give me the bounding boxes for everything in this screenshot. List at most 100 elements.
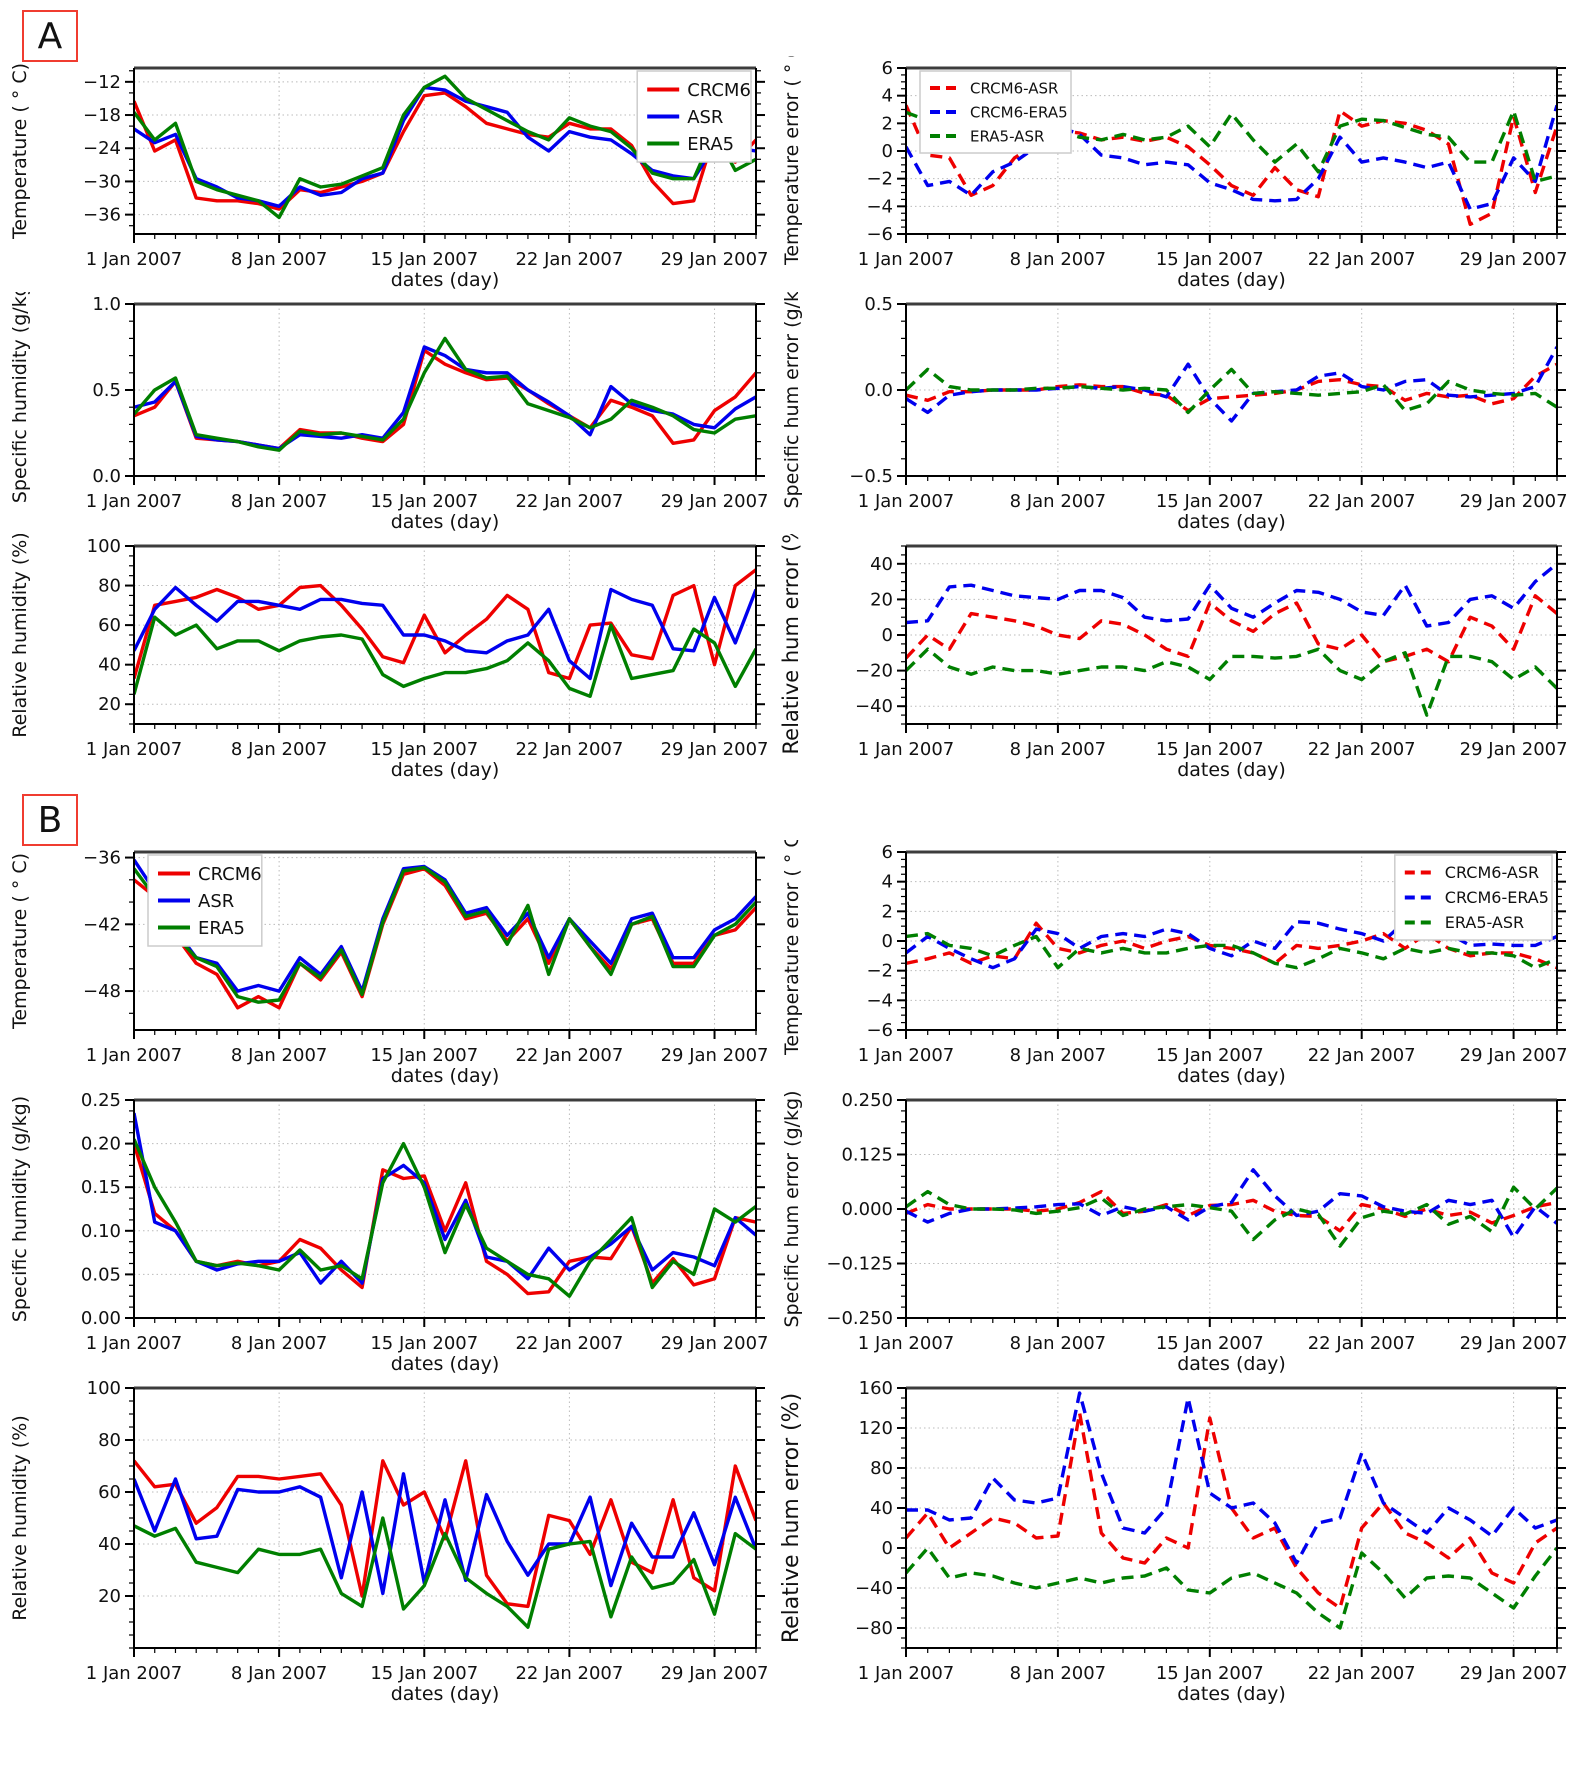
series-group xyxy=(134,568,756,699)
xtick-label: 8 Jan 2007 xyxy=(1010,1045,1106,1066)
figure: A 1 Jan 2007 8 Jan 2007 15 Jan 2007 22 Jan … xyxy=(0,10,1573,1706)
axes-spines xyxy=(133,1386,757,1649)
x-axis-label: dates (day) xyxy=(1177,1683,1286,1705)
y-axis-label: Specific hum error (g/kg) xyxy=(781,292,803,509)
x-axis-label: dates (day) xyxy=(1177,1065,1286,1087)
ytick-label: 4 xyxy=(882,872,893,893)
ytick-label: 0.000 xyxy=(841,1199,893,1220)
chart-b-relative-humidity: 1 Jan 2007 8 Jan 2007 15 Jan 2007 22 Jan 20… xyxy=(0,1376,772,1706)
x-axis-label: dates (day) xyxy=(1177,759,1286,781)
series-era5-asr xyxy=(906,931,1557,970)
series-asr xyxy=(134,585,756,681)
xtick-label: 8 Jan 2007 xyxy=(231,491,327,512)
ytick-label: −48 xyxy=(83,981,121,1002)
ytick-label: 100 xyxy=(87,1378,121,1399)
y-axis-label: Relative humidity (%) xyxy=(9,1415,31,1620)
axis-ticks: 1 Jan 2007 8 Jan 2007 15 Jan 2007 22 Jan 20… xyxy=(849,294,1567,512)
ytick-label: −0.125 xyxy=(826,1254,893,1275)
xtick-label: 8 Jan 2007 xyxy=(231,739,327,760)
ytick-label: −30 xyxy=(83,171,121,192)
legend-label: ERA5-ASR xyxy=(970,127,1044,145)
axis-ticks: 1 Jan 2007 8 Jan 2007 15 Jan 2007 22 Jan 20… xyxy=(826,1090,1567,1354)
xtick-label: 1 Jan 2007 xyxy=(86,491,182,512)
series-asr xyxy=(134,1472,756,1596)
legend-label: CRCM6 xyxy=(687,80,751,101)
xtick-label: 1 Jan 2007 xyxy=(858,1663,954,1684)
xtick-label: 22 Jan 2007 xyxy=(515,1045,623,1066)
ytick-label: −2 xyxy=(866,169,893,190)
xtick-label: 22 Jan 2007 xyxy=(1308,249,1416,270)
ytick-label: 80 xyxy=(870,1458,893,1479)
series-group xyxy=(134,858,756,1010)
xtick-label: 15 Jan 2007 xyxy=(370,739,478,760)
a-relative-humidity-plot: 1 Jan 2007 8 Jan 2007 15 Jan 2007 22 Jan 20… xyxy=(9,532,768,781)
legend-label: ASR xyxy=(687,107,723,128)
ytick-label: 0.25 xyxy=(81,1090,121,1111)
ytick-label: −4 xyxy=(866,990,893,1011)
a-temperature-error-plot: 1 Jan 2007 8 Jan 2007 15 Jan 2007 22 Jan 20… xyxy=(781,37,1568,291)
series-era5 xyxy=(134,615,756,699)
ytick-label: −18 xyxy=(83,105,121,126)
xtick-label: 29 Jan 2007 xyxy=(1460,1663,1568,1684)
series-crcm6-era5 xyxy=(906,1391,1557,1565)
xtick-label: 15 Jan 2007 xyxy=(370,1333,478,1354)
xtick-label: 8 Jan 2007 xyxy=(231,1663,327,1684)
y-axis-label: Specific humidity (g/kg) xyxy=(9,1096,31,1322)
xtick-label: 8 Jan 2007 xyxy=(231,249,327,270)
xtick-label: 22 Jan 2007 xyxy=(515,249,623,270)
ytick-label: 80 xyxy=(98,1430,121,1451)
series-group xyxy=(906,1168,1557,1248)
series-group xyxy=(134,74,756,220)
ytick-label: 0.0 xyxy=(92,466,121,487)
xtick-label: 1 Jan 2007 xyxy=(858,249,954,270)
panel-a-header: A xyxy=(22,10,1573,62)
xtick-label: 29 Jan 2007 xyxy=(661,1045,769,1066)
series-era5 xyxy=(134,1138,756,1298)
axis-ticks: 1 Jan 2007 8 Jan 2007 15 Jan 2007 22 Jan 20… xyxy=(81,1090,769,1354)
axis-ticks: 1 Jan 2007 8 Jan 2007 15 Jan 2007 22 Jan 20… xyxy=(83,848,768,1066)
ytick-label: 60 xyxy=(98,1482,121,1503)
ytick-label: 0.5 xyxy=(864,294,893,315)
xtick-label: 8 Jan 2007 xyxy=(231,1333,327,1354)
xtick-label: 1 Jan 2007 xyxy=(86,739,182,760)
x-axis-label: dates (day) xyxy=(1177,1353,1286,1375)
panel-b-header: B xyxy=(22,794,1573,846)
ytick-label: −80 xyxy=(855,1618,893,1639)
series-crcm6 xyxy=(134,1143,756,1296)
ytick-label: −36 xyxy=(83,205,121,226)
ytick-label: 0.15 xyxy=(81,1177,121,1198)
legend-label: CRCM6-ERA5 xyxy=(1445,888,1549,907)
ytick-label: 4 xyxy=(882,86,893,107)
x-axis-label: dates (day) xyxy=(391,759,500,781)
chart-a-relative-humidity: 1 Jan 2007 8 Jan 2007 15 Jan 2007 22 Jan 20… xyxy=(0,532,772,782)
ytick-label: 40 xyxy=(98,655,121,676)
y-axis-label: Relative hum error (%) xyxy=(779,534,803,754)
ytick-label: 20 xyxy=(98,1586,121,1607)
gridlines xyxy=(133,545,756,724)
ytick-label: 20 xyxy=(870,589,893,610)
series-group xyxy=(906,346,1557,423)
ytick-label: 2 xyxy=(882,113,893,134)
xtick-label: 1 Jan 2007 xyxy=(86,1045,182,1066)
x-axis-label: dates (day) xyxy=(1177,269,1286,291)
ytick-label: 160 xyxy=(859,1378,893,1399)
xtick-label: 22 Jan 2007 xyxy=(515,491,623,512)
series-asr xyxy=(134,1112,756,1285)
legend-label: CRCM6 xyxy=(198,864,262,885)
series-crcm6-era5 xyxy=(906,1168,1557,1240)
xtick-label: 1 Jan 2007 xyxy=(858,491,954,512)
legend-label: CRCM6-ASR xyxy=(970,79,1058,97)
legend-label: ERA5-ASR xyxy=(1445,913,1524,932)
legend-label: ERA5 xyxy=(687,134,734,155)
xtick-label: 22 Jan 2007 xyxy=(1308,491,1416,512)
xtick-label: 8 Jan 2007 xyxy=(1010,1663,1106,1684)
chart-a-specific-hum-error: 1 Jan 2007 8 Jan 2007 15 Jan 2007 22 Jan 20… xyxy=(772,271,1573,534)
ytick-label: −2 xyxy=(866,961,893,982)
axis-ticks: 1 Jan 2007 8 Jan 2007 15 Jan 2007 22 Jan 20… xyxy=(855,545,1568,760)
panel-a-label-box: A xyxy=(22,10,78,62)
series-era5-asr xyxy=(906,647,1557,717)
xtick-label: 15 Jan 2007 xyxy=(1156,1333,1264,1354)
series-group xyxy=(906,562,1557,717)
xtick-label: 29 Jan 2007 xyxy=(661,1333,769,1354)
xtick-label: 8 Jan 2007 xyxy=(1010,491,1106,512)
